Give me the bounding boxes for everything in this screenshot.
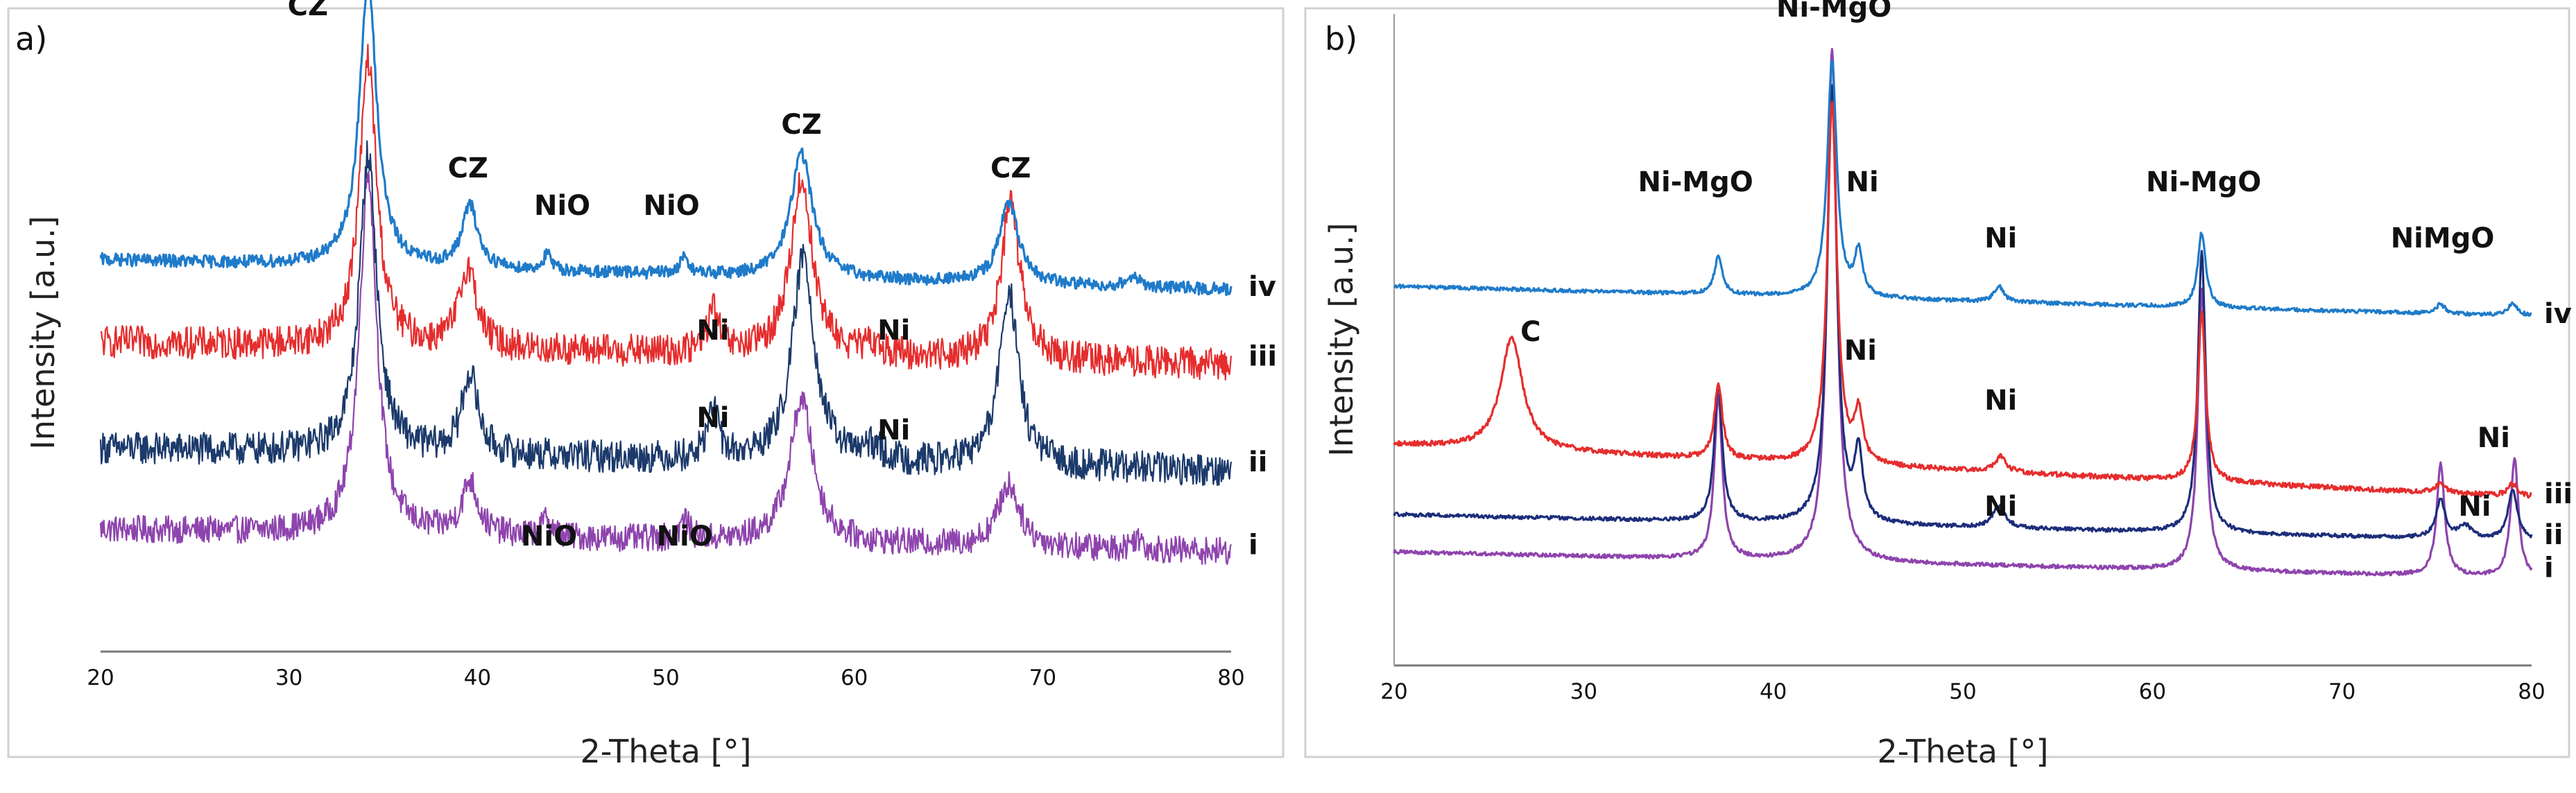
x-tick-label: 50 [1949,679,1976,704]
panel-a-label: a) [15,20,47,58]
peak-annotation: Ni [1984,385,2017,417]
panel-a: a) 2-Theta [°] Intensity [a.u.] 20 30 40 50… [7,0,1285,770]
peak-annotation: Ni [877,415,910,446]
peak-annotation: Ni [1984,223,2017,254]
peak-annotation: NiO [521,521,577,552]
x-tick-label: 70 [1029,665,1056,690]
peak-annotation: CZ [448,152,488,184]
peak-annotation: Ni [696,315,729,347]
peak-annotation: CZ [781,109,821,141]
series-line-iii [100,44,1233,381]
series-line-ii [99,140,1233,487]
peak-annotation: Ni [696,402,729,434]
x-tick-label: 50 [652,665,679,690]
panel-a-frame [7,7,1285,758]
x-tick-label: 30 [1570,679,1597,704]
peak-annotation: Ni [1844,335,1877,367]
x-tick-label: 80 [1217,665,1244,690]
x-tick-label: 60 [2139,679,2166,704]
series-line-iv [99,0,1233,297]
series-line-iv [1393,60,2532,317]
panel-a-y-axis-label: Intensity [a.u.] [24,216,62,449]
series-line-i [1393,48,2533,577]
peak-annotation: Ni [2458,491,2491,523]
peak-annotation: CZ [288,0,328,22]
series-label-i: i [2544,552,2554,584]
panel-b-y-axis-label: Intensity [a.u.] [1323,223,1360,456]
peak-annotation: Ni [2478,422,2510,454]
x-tick-label: 80 [2518,679,2545,704]
x-tick-label: 20 [1380,679,1407,704]
series-label-iv: iv [1248,271,1276,303]
series-line-ii [1393,84,2533,539]
peak-annotation: NiMgO [2391,223,2495,254]
x-tick-label: 30 [275,665,302,690]
peak-annotation: Ni-MgO [1776,0,1891,24]
series-line-iii [1393,101,2532,499]
peak-annotation: Ni [1846,166,1879,198]
peak-annotation: Ni [1984,491,2017,523]
series-label-iii: iii [1248,340,1277,372]
peak-annotation: C [1520,316,1540,348]
series-label-iv: iv [2544,298,2572,330]
peak-annotation: NiO [534,190,590,222]
x-tick-label: 40 [464,665,491,690]
panel-a-x-axis-label: 2-Theta [°] [581,733,752,770]
peak-annotation: NiO [644,190,700,222]
series-label-i: i [1248,529,1258,561]
peak-annotation: Ni-MgO [1638,166,1753,198]
panel-b-frame [1304,7,2570,758]
x-tick-label: 40 [1760,679,1787,704]
series-label-ii: ii [2544,519,2563,551]
panel-b-x-axis-label: 2-Theta [°] [1878,733,2049,770]
peak-annotation: CZ [990,152,1031,184]
series-label-ii: ii [1248,446,1267,478]
peak-annotation: NiO [657,521,713,552]
series-line-i [99,171,1233,566]
peak-annotation: Ni [877,315,910,347]
x-tick-label: 70 [2328,679,2355,704]
panel-b-label: b) [1325,20,1357,58]
peak-annotation: Ni-MgO [2146,166,2261,198]
series-label-iii: iii [2544,478,2573,510]
x-tick-label: 60 [841,665,868,690]
panel-b: b) 2-Theta [°] Intensity [a.u.] 20 30 40 50… [1304,0,2573,770]
x-tick-label: 20 [87,665,114,690]
